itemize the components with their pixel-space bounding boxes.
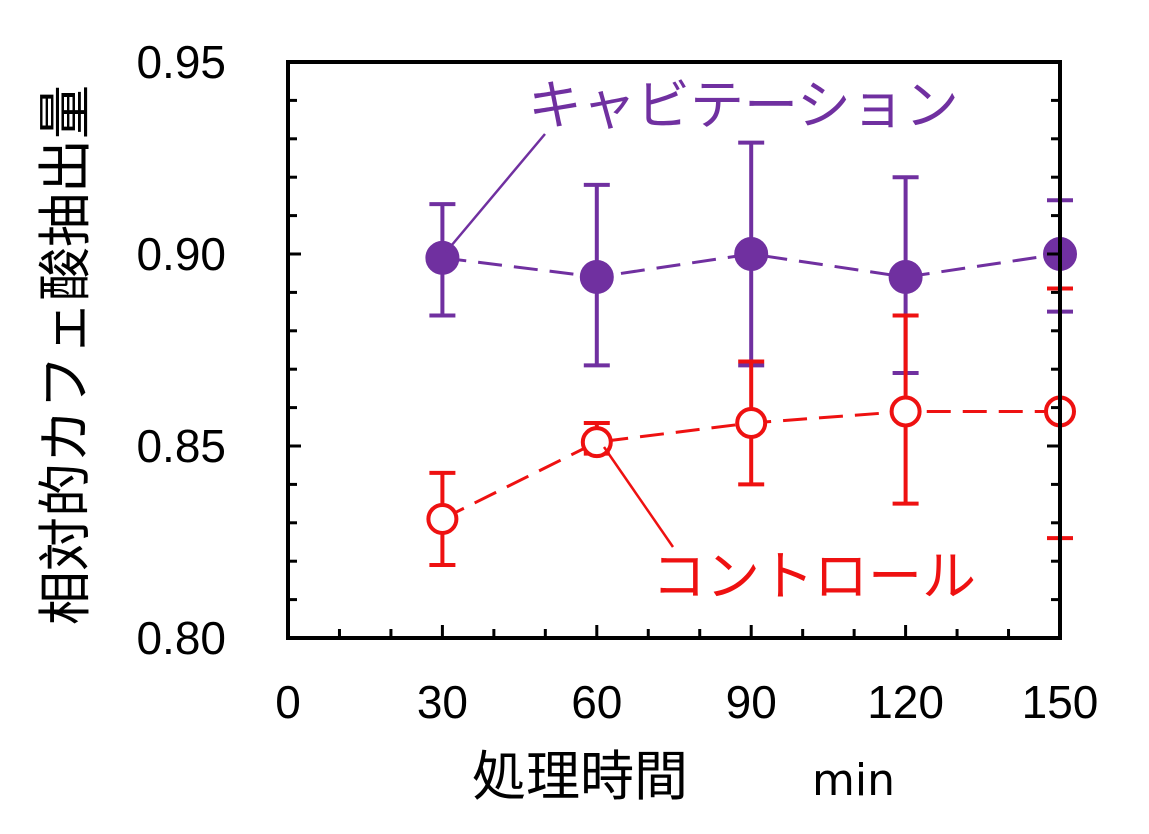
x-tick-label: 60 [571,676,622,728]
series-label-cavitation: キャビテーション [528,74,959,137]
x-axis-unit: min [812,755,895,806]
data-point-control [735,406,768,439]
y-tick-label: 0.80 [136,612,226,664]
y-axis-title: 相対的カフェ酸抽出量 [34,85,97,625]
data-point-control [889,395,922,428]
axes-layer [286,60,1062,640]
x-tick-label: 30 [417,676,468,728]
data-point-cavitation [888,260,923,295]
data-point-control [580,426,613,459]
data-point-cavitation [579,260,614,295]
plot-frame [286,60,1062,640]
series-label-control: コントロール [652,545,976,608]
marks-layer [425,140,1077,568]
data-point-control [426,502,459,535]
y-tick-label: 0.85 [136,420,226,472]
y-tick-label: 0.90 [136,228,226,280]
x-tick-label: 120 [867,676,944,728]
series-label-control-leader [602,446,675,548]
labels-layer: 処理時間 min 相対的カフェ酸抽出量 キャビテーション コントロール [34,74,976,808]
data-point-cavitation [425,240,460,275]
ticks-layer: 0.80 0.85 0.90 0.95 0 30 60 90 120 150 [136,36,1098,728]
series-label-cavitation-leader [445,133,546,253]
x-axis-title: 処理時間 [472,745,688,808]
data-point-cavitation [734,237,769,271]
x-tick-label: 0 [275,676,301,728]
y-tick-label: 0.95 [136,36,226,88]
x-tick-label: 90 [726,676,777,728]
x-tick-label: 150 [1022,676,1099,728]
